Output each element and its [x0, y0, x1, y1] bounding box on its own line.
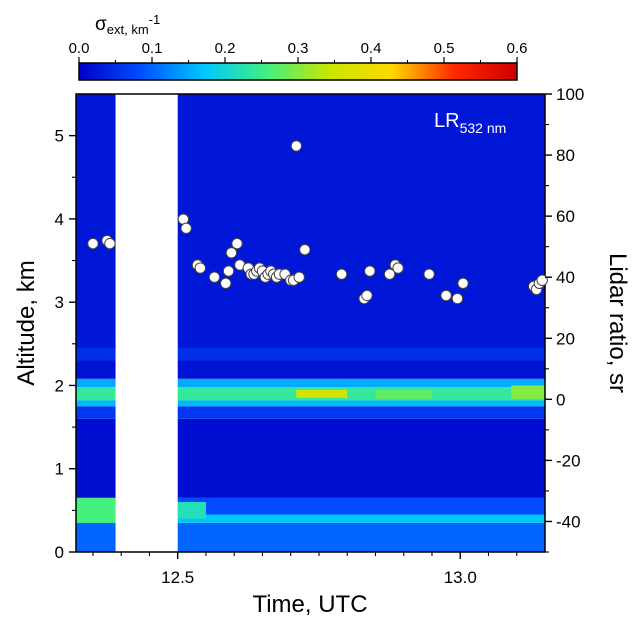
lidar-ratio-point [361, 289, 373, 302]
legend-label-sub: 532 nm [460, 120, 507, 136]
lidar-ratio-point [457, 277, 469, 290]
lidar-ratio-point [231, 237, 243, 250]
y-right-tick-label: 80 [556, 146, 575, 165]
heatmap-layer [76, 514, 545, 523]
colorbar-tick-label: 0.0 [69, 40, 90, 57]
y-right-tick-label: 100 [556, 85, 584, 104]
heatmap-hotspot [76, 497, 116, 523]
colorbar-tick-label: 0.2 [215, 40, 236, 57]
heatmap-layer [76, 347, 545, 361]
lidar-ratio-point [392, 262, 404, 274]
lidar-ratio-points [87, 213, 548, 305]
heatmap-hotspot [177, 502, 206, 519]
lidar-ratio-point [87, 237, 99, 250]
colorbar-title-unit: km [128, 22, 149, 37]
colorbar-tick-label: 0.3 [288, 40, 309, 57]
lidar-ratio-point [440, 289, 452, 302]
colorbar-title-main: σ [95, 14, 107, 35]
lidar-ratio-point [299, 244, 311, 256]
y-left-tick-label: 4 [55, 210, 64, 229]
colorbar-tick-label: 0.5 [434, 40, 455, 57]
colorbar-tick-label: 0.1 [142, 40, 163, 57]
colorbar-tick-label: 0.4 [361, 40, 382, 57]
legend-label: LR532 nm [434, 110, 506, 136]
colorbar-ticks: 0.0 0.1 0.2 0.3 0.4 0.5 0.6 [69, 40, 528, 63]
y-right-tick-label: 60 [556, 207, 575, 226]
x-axis: 12.5 13.0 [92, 552, 518, 587]
data-gap [115, 94, 178, 552]
x-tick-label: 12.5 [161, 568, 194, 587]
lidar-ratio-point [220, 277, 232, 290]
y-left-tick-label: 2 [55, 376, 64, 395]
colorbar-title: σext, km-1 [95, 12, 160, 37]
x-axis-label: Time, UTC [252, 591, 367, 618]
y-right-tick-label: 0 [556, 390, 565, 409]
lidar-ratio-point [293, 271, 305, 283]
heatmap-layer [76, 360, 545, 379]
heatmap-layer [76, 400, 545, 407]
y-right-tick-label: 40 [556, 268, 575, 287]
lidar-ratio-point [194, 262, 207, 274]
lidar-ratio-point [451, 292, 464, 305]
heatmap-hotspots [76, 385, 545, 523]
colorbar-bar [78, 62, 518, 81]
lidar-ratio-point [208, 271, 221, 283]
legend-marker [290, 140, 303, 152]
y-left-tick-label: 3 [55, 293, 64, 312]
lidar-ratio-point [180, 222, 192, 235]
heatmap-hotspot [511, 385, 545, 399]
heatmap-hotspot [296, 389, 348, 398]
plot-frame [75, 93, 546, 553]
colorbar: σext, km-1 0.0 0.1 0.2 0.3 0.4 0.5 0.6 [69, 12, 528, 81]
legend-marker-point [290, 140, 303, 152]
lidar-ratio-point [225, 247, 238, 259]
legend-label-main: LR [434, 110, 460, 132]
y-right-tick-label: -20 [556, 451, 581, 470]
lidar-ratio-point [364, 265, 376, 277]
x-tick-label: 13.0 [444, 568, 477, 587]
heatmap-layer [76, 378, 545, 388]
colorbar-title-exp: -1 [149, 12, 161, 27]
y-axis-left: 0 1 2 3 4 5 [55, 127, 76, 562]
y-axis-right: -40 -20 0 20 40 60 80 100 [545, 85, 584, 553]
y-right-tick-label: 20 [556, 329, 575, 348]
legend: LR532 nm [290, 110, 506, 152]
lidar-ratio-point [335, 268, 348, 280]
lidar-ratio-point [222, 265, 235, 277]
lidar-ratio-point [423, 268, 435, 280]
heatmap-hotspot [375, 390, 432, 399]
colorbar-title-sub: ext, [107, 22, 128, 37]
y-left-tick-label: 5 [55, 127, 64, 146]
y-left-tick-label: 1 [55, 460, 64, 479]
lidar-ratio-point [104, 237, 116, 250]
colorbar-tick-label: 0.6 [507, 40, 528, 57]
y-axis-right-label: Lidar ratio, sr [604, 253, 631, 393]
lidar-ratio-point [536, 274, 548, 286]
y-right-tick-label: -40 [556, 512, 581, 531]
y-axis-left-label: Altitude, km [13, 260, 40, 385]
lidar-ratio-point [383, 268, 396, 280]
y-left-tick-label: 0 [55, 543, 64, 562]
heatmap-layer [76, 406, 545, 419]
